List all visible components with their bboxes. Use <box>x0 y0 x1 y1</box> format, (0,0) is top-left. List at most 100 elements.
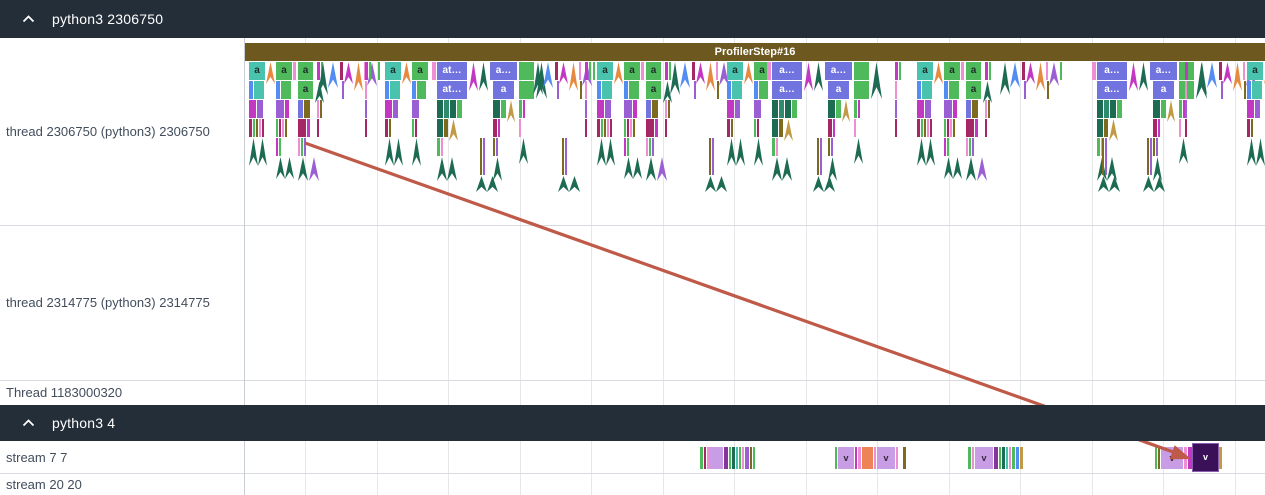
flame-event-block[interactable] <box>1110 100 1116 118</box>
kernel-block[interactable] <box>999 447 1001 469</box>
collapse-chevron-icon[interactable] <box>22 15 35 23</box>
kernel-block[interactable]: v <box>975 447 993 469</box>
flame-event-block[interactable] <box>772 100 778 118</box>
flame-event-block[interactable] <box>961 62 964 80</box>
instant-event-arrow-icon[interactable] <box>804 62 813 91</box>
flame-event-block[interactable] <box>483 138 485 175</box>
collapse-chevron-icon[interactable] <box>22 419 35 427</box>
flame-event-block[interactable] <box>565 138 567 175</box>
flame-event-block[interactable] <box>585 62 588 80</box>
flame-event-block[interactable] <box>833 119 835 137</box>
flame-event-block[interactable] <box>1097 100 1103 118</box>
flame-event-block[interactable] <box>646 119 654 137</box>
instant-event-arrow-icon[interactable] <box>309 157 319 181</box>
instant-event-arrow-icon[interactable] <box>479 62 488 91</box>
flame-event-block[interactable] <box>365 119 367 137</box>
instant-event-arrow-icon[interactable] <box>559 62 568 84</box>
instant-event-arrow-icon[interactable] <box>437 157 447 181</box>
instant-event-arrow-icon[interactable] <box>1107 157 1117 181</box>
flame-event-block[interactable] <box>257 100 263 118</box>
flame-event-block[interactable] <box>1158 119 1160 137</box>
flame-event-block[interactable]: a <box>1153 81 1174 99</box>
kernel-block[interactable] <box>724 447 728 469</box>
kernel-block[interactable] <box>750 447 752 469</box>
flame-event-block[interactable] <box>493 119 497 137</box>
flame-event-block[interactable] <box>298 138 300 156</box>
kernel-block[interactable] <box>855 447 857 469</box>
instant-event-arrow-icon[interactable] <box>814 62 823 91</box>
flame-event-block[interactable] <box>646 138 648 156</box>
flame-event-block[interactable] <box>633 100 637 118</box>
flame-event-block[interactable] <box>950 119 952 137</box>
kernel-block[interactable] <box>704 447 706 469</box>
flame-event-block[interactable] <box>772 138 775 156</box>
flame-event-block[interactable] <box>944 100 952 118</box>
instant-event-arrow-icon[interactable] <box>854 138 863 164</box>
instant-event-arrow-icon[interactable] <box>266 62 275 84</box>
instant-event-arrow-icon[interactable] <box>772 157 782 181</box>
flame-event-block[interactable] <box>1161 100 1166 118</box>
flame-event-block[interactable]: a <box>385 62 401 80</box>
flame-event-block[interactable] <box>259 119 261 137</box>
flame-event-block[interactable] <box>972 100 978 118</box>
flame-event-block[interactable] <box>1153 138 1155 156</box>
flame-event-block[interactable] <box>519 81 534 99</box>
flame-event-block[interactable] <box>895 62 898 80</box>
flame-event-block[interactable] <box>279 138 281 156</box>
instant-event-arrow-icon[interactable] <box>1179 138 1188 164</box>
flame-event-block[interactable] <box>917 81 921 99</box>
instant-event-arrow-icon[interactable] <box>258 138 267 166</box>
instant-event-arrow-icon[interactable] <box>1129 62 1138 91</box>
flame-event-block[interactable]: a <box>298 81 313 99</box>
flame-event-block[interactable] <box>262 119 264 137</box>
flame-event-block[interactable] <box>1047 81 1049 99</box>
flame-event-block[interactable] <box>602 81 612 99</box>
flame-event-block[interactable] <box>580 81 582 99</box>
instant-event-arrow-icon[interactable] <box>1153 157 1162 181</box>
flame-event-block[interactable]: a… <box>1097 81 1127 99</box>
flame-event-block[interactable] <box>317 119 319 137</box>
flame-event-block[interactable] <box>279 119 281 137</box>
flame-event-block[interactable] <box>519 119 521 137</box>
kernel-block[interactable] <box>968 447 971 469</box>
flame-event-block[interactable] <box>785 100 791 118</box>
flame-event-block[interactable] <box>966 138 968 156</box>
instant-event-arrow-icon[interactable] <box>983 81 992 103</box>
instant-event-arrow-icon[interactable] <box>953 157 962 179</box>
flame-event-block[interactable] <box>727 100 734 118</box>
flame-event-block[interactable] <box>709 138 711 175</box>
flame-event-block[interactable] <box>597 100 604 118</box>
flame-event-block[interactable] <box>828 100 835 118</box>
instant-event-arrow-icon[interactable] <box>824 176 835 192</box>
flame-event-block[interactable]: a <box>917 62 933 80</box>
flame-event-block[interactable] <box>253 119 255 137</box>
instant-event-arrow-icon[interactable] <box>569 62 578 91</box>
instant-event-arrow-icon[interactable] <box>624 157 633 179</box>
instant-event-arrow-icon[interactable] <box>354 62 363 91</box>
flame-event-block[interactable] <box>390 81 400 99</box>
flame-event-block[interactable] <box>1244 81 1246 99</box>
instant-event-arrow-icon[interactable] <box>412 138 421 166</box>
flame-event-block[interactable] <box>820 138 822 175</box>
flame-event-block[interactable] <box>754 119 756 137</box>
kernel-block[interactable] <box>1009 447 1011 469</box>
flame-event-block[interactable] <box>480 138 482 175</box>
instant-event-arrow-icon[interactable] <box>1000 62 1010 95</box>
flame-event-block[interactable] <box>665 100 667 118</box>
kernel-block[interactable] <box>753 447 755 469</box>
instant-event-arrow-icon[interactable] <box>285 157 294 179</box>
instant-event-arrow-icon[interactable] <box>1139 62 1148 91</box>
kernel-block[interactable] <box>858 447 861 469</box>
flame-event-block[interactable] <box>597 119 600 137</box>
flame-event-block[interactable] <box>669 62 671 80</box>
flame-event-block[interactable]: a… <box>825 62 852 80</box>
flame-event-block[interactable] <box>1060 62 1062 80</box>
flame-event-block[interactable] <box>732 81 742 99</box>
flame-event-block[interactable] <box>646 100 651 118</box>
flame-event-block[interactable] <box>854 119 856 137</box>
flame-event-block[interactable] <box>757 119 759 137</box>
flame-event-block[interactable] <box>605 100 611 118</box>
flame-event-block[interactable] <box>966 119 974 137</box>
flame-event-block[interactable] <box>944 138 946 156</box>
flame-event-block[interactable] <box>523 100 525 118</box>
